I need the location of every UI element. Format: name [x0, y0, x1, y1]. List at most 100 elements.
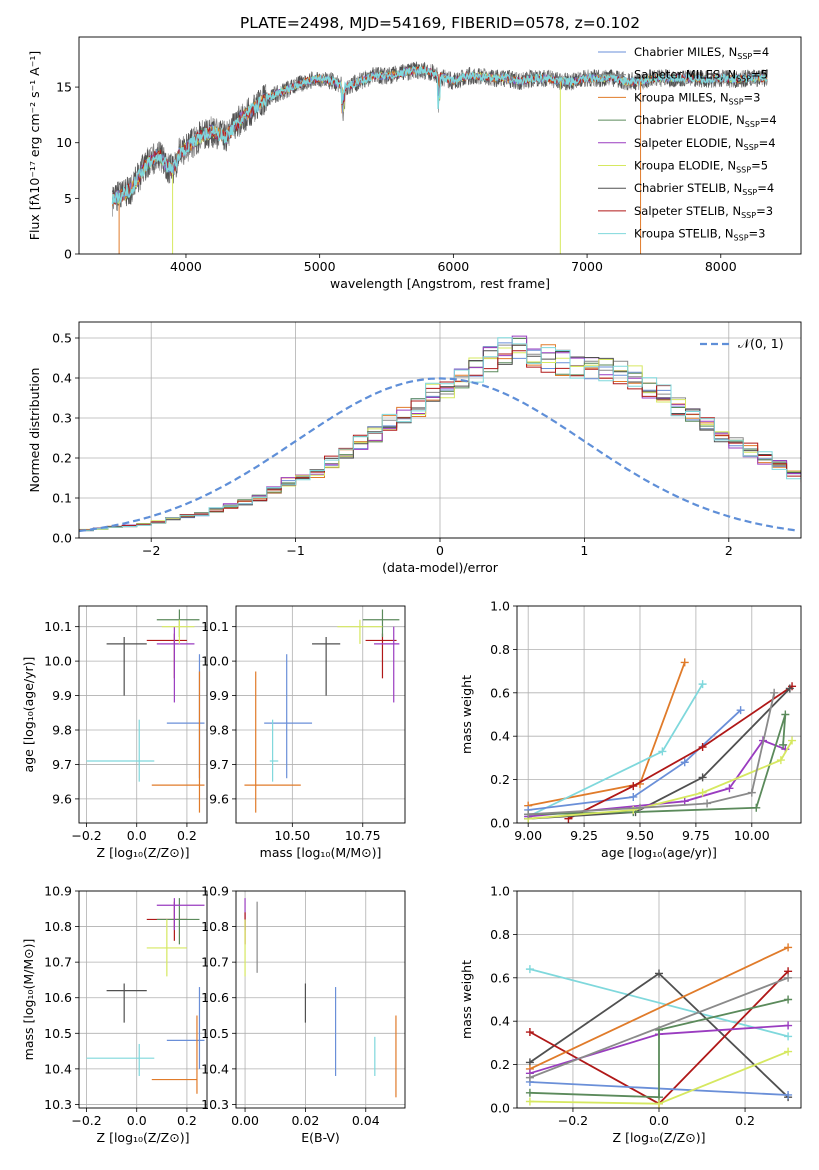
y-tick-label: 10.3: [201, 1097, 229, 1112]
plot-area: [86, 609, 205, 813]
x-tick-label: 0: [436, 543, 444, 558]
legend: Chabrier MILES, NSSP=4 Salpeter MILES, NS…: [598, 45, 777, 243]
plot-area: [525, 943, 793, 1108]
y-axis-label: mass weight: [459, 675, 474, 754]
weight-point-stelib_kroupa: [698, 680, 707, 689]
x-tick-label: 0.2: [177, 828, 197, 843]
axes-frame: [516, 890, 802, 1109]
weight-point-miles_salpeter: [525, 1073, 534, 1082]
legend-label-kroupa_stelib: Kroupa STELIB, NSSP=3: [634, 227, 765, 243]
y-tick-label: 5: [64, 191, 72, 206]
weight-point-stelib_kroupa: [525, 965, 534, 974]
plot-area: [244, 609, 400, 813]
weight-point-miles_salpeter: [770, 688, 779, 697]
panel-residuals: −2 −1 0 1 2 0.0 0.1 0.2 0.3 0.4 0.5 (data-model)/er…: [27, 321, 802, 575]
x-tick-label: 9.50: [626, 828, 654, 843]
y-tick-label: 0.4: [490, 1014, 510, 1029]
x-axis-label: age [log₁₀(age/yr)]: [601, 845, 717, 860]
legend-label-kroupa_elodie: Kroupa ELODIE, NSSP=5: [634, 159, 768, 175]
y-tick-label: 1.0: [490, 884, 510, 899]
y-tick-label: 0.4: [490, 729, 510, 744]
weight-point-elodie_kroupa: [788, 736, 797, 745]
y-tick-label: 15: [56, 80, 72, 95]
x-axis-label: Z [log₁₀(Z/Z⊙)]: [613, 1130, 706, 1145]
y-tick-label: 9.7: [52, 757, 72, 772]
weight-point-stelib_kroupa: [784, 1032, 793, 1041]
weight-point-elodie_kroupa: [776, 756, 785, 765]
weight-point-miles_kroupa: [784, 943, 793, 952]
y-tick-label: 9.6: [52, 791, 72, 806]
y-axis-label: Flux [fλ10⁻¹⁷ erg cm⁻² s⁻¹ A⁻¹]: [27, 51, 42, 240]
x-tick-label: 0.0: [127, 828, 147, 843]
weight-line-stelib_kroupa: [529, 968, 789, 1038]
y-tick-label: 9.9: [52, 688, 72, 703]
x-axis-label: E(B-V): [301, 1130, 340, 1145]
axes-frame: [235, 890, 406, 1109]
y-tick-label: 0.0: [52, 531, 72, 546]
y-tick-label: 9.6: [209, 791, 229, 806]
y-tick-label: 0.4: [52, 371, 72, 386]
weight-line-miles_kroupa: [528, 662, 686, 807]
x-tick-label: 7000: [571, 259, 603, 274]
plot-area: [79, 335, 801, 533]
x-tick-label: 4000: [170, 259, 202, 274]
y-tick-label: 0.8: [490, 927, 510, 942]
x-tick-label: −0.2: [558, 1113, 588, 1128]
y-tick-label: 0.0: [490, 1101, 510, 1116]
histogram-miles_salpeter: [79, 337, 801, 531]
y-tick-label: 0.0: [490, 816, 510, 831]
panel-mass_vs_ebv: 0.00 0.02 0.04 10.3 10.4 10.5 10.6 10.7 10.8 10.9…: [201, 884, 406, 1145]
x-tick-label: 6000: [437, 259, 469, 274]
y-tick-label: 10.0: [44, 654, 72, 669]
x-tick-label: 10.50: [274, 828, 310, 843]
weight-line-stelib_kroupa: [527, 683, 704, 818]
legend-label-normal: 𝒩(0, 1): [738, 336, 784, 351]
y-tick-label: 10.1: [44, 619, 72, 634]
weight-point-elodie_salpeter: [784, 1021, 793, 1030]
plot-area: [244, 898, 397, 1098]
weight-point-elodie_chabrier: [752, 803, 761, 812]
x-axis-label: mass [log₁₀(M/M⊙)]: [260, 845, 382, 860]
axes-frame: [78, 890, 208, 1109]
weight-point-stelib_salpeter: [698, 743, 707, 752]
legend-label-salpeter_miles: Salpeter MILES, NSSP=5: [634, 68, 768, 84]
y-tick-label: 10.8: [201, 919, 229, 934]
x-tick-label: 10.00: [734, 828, 770, 843]
y-axis-label: age [log₁₀(age/yr)]: [21, 657, 36, 773]
x-tick-label: 9.75: [682, 828, 710, 843]
y-tick-label: 10.3: [44, 1097, 72, 1112]
axes-frame: [516, 605, 802, 824]
weight-point-elodie_chabrier: [525, 1088, 534, 1097]
panel-weight_vs_age: 9.00 9.25 9.50 9.75 10.00 0.0 0.2 0.4 0.6 0.8 1.0 a…: [459, 599, 802, 860]
weight-point-elodie_chabrier: [781, 710, 790, 719]
y-tick-label: 10.4: [201, 1061, 229, 1076]
y-tick-label: 0.2: [52, 451, 72, 466]
spectrum-line-miles_kroupa: [112, 66, 768, 207]
y-axis-label: Normed distribution: [27, 368, 42, 493]
weight-point-stelib_salpeter: [629, 782, 638, 791]
x-tick-label: −0.2: [71, 828, 101, 843]
y-tick-label: 10.5: [44, 1026, 72, 1041]
x-tick-label: 9.25: [570, 828, 598, 843]
weight-point-miles_salpeter: [635, 803, 644, 812]
normal-curve: [79, 377, 799, 533]
x-tick-label: 2: [725, 543, 733, 558]
weight-point-stelib_chabrier: [698, 773, 707, 782]
weight-point-elodie_kroupa: [698, 788, 707, 797]
y-axis-label: mass weight: [459, 960, 474, 1039]
chart-title: PLATE=2498, MJD=54169, FIBERID=0578, z=0…: [240, 14, 640, 32]
y-tick-label: 0.8: [490, 642, 510, 657]
y-tick-label: 10: [56, 135, 72, 150]
weight-point-miles_chabrier: [680, 758, 689, 767]
plot-area: [111, 61, 768, 254]
weight-point-elodie_chabrier: [779, 740, 788, 749]
weight-point-stelib_chabrier: [785, 684, 794, 693]
y-tick-label: 10.9: [44, 884, 72, 899]
y-tick-label: 10.7: [201, 955, 229, 970]
y-tick-label: 9.8: [209, 723, 229, 738]
y-tick-label: 9.9: [209, 688, 229, 703]
x-tick-label: −2: [142, 543, 160, 558]
legend-label-chabrier_stelib: Chabrier STELIB, NSSP=4: [634, 181, 774, 197]
weight-point-stelib_salpeter: [525, 1028, 534, 1037]
panel-weight_vs_Z: −0.2 0.0 0.2 0.0 0.2 0.4 0.6 0.8 1.0 Z [log₁₀(Z/Z…: [459, 884, 802, 1145]
